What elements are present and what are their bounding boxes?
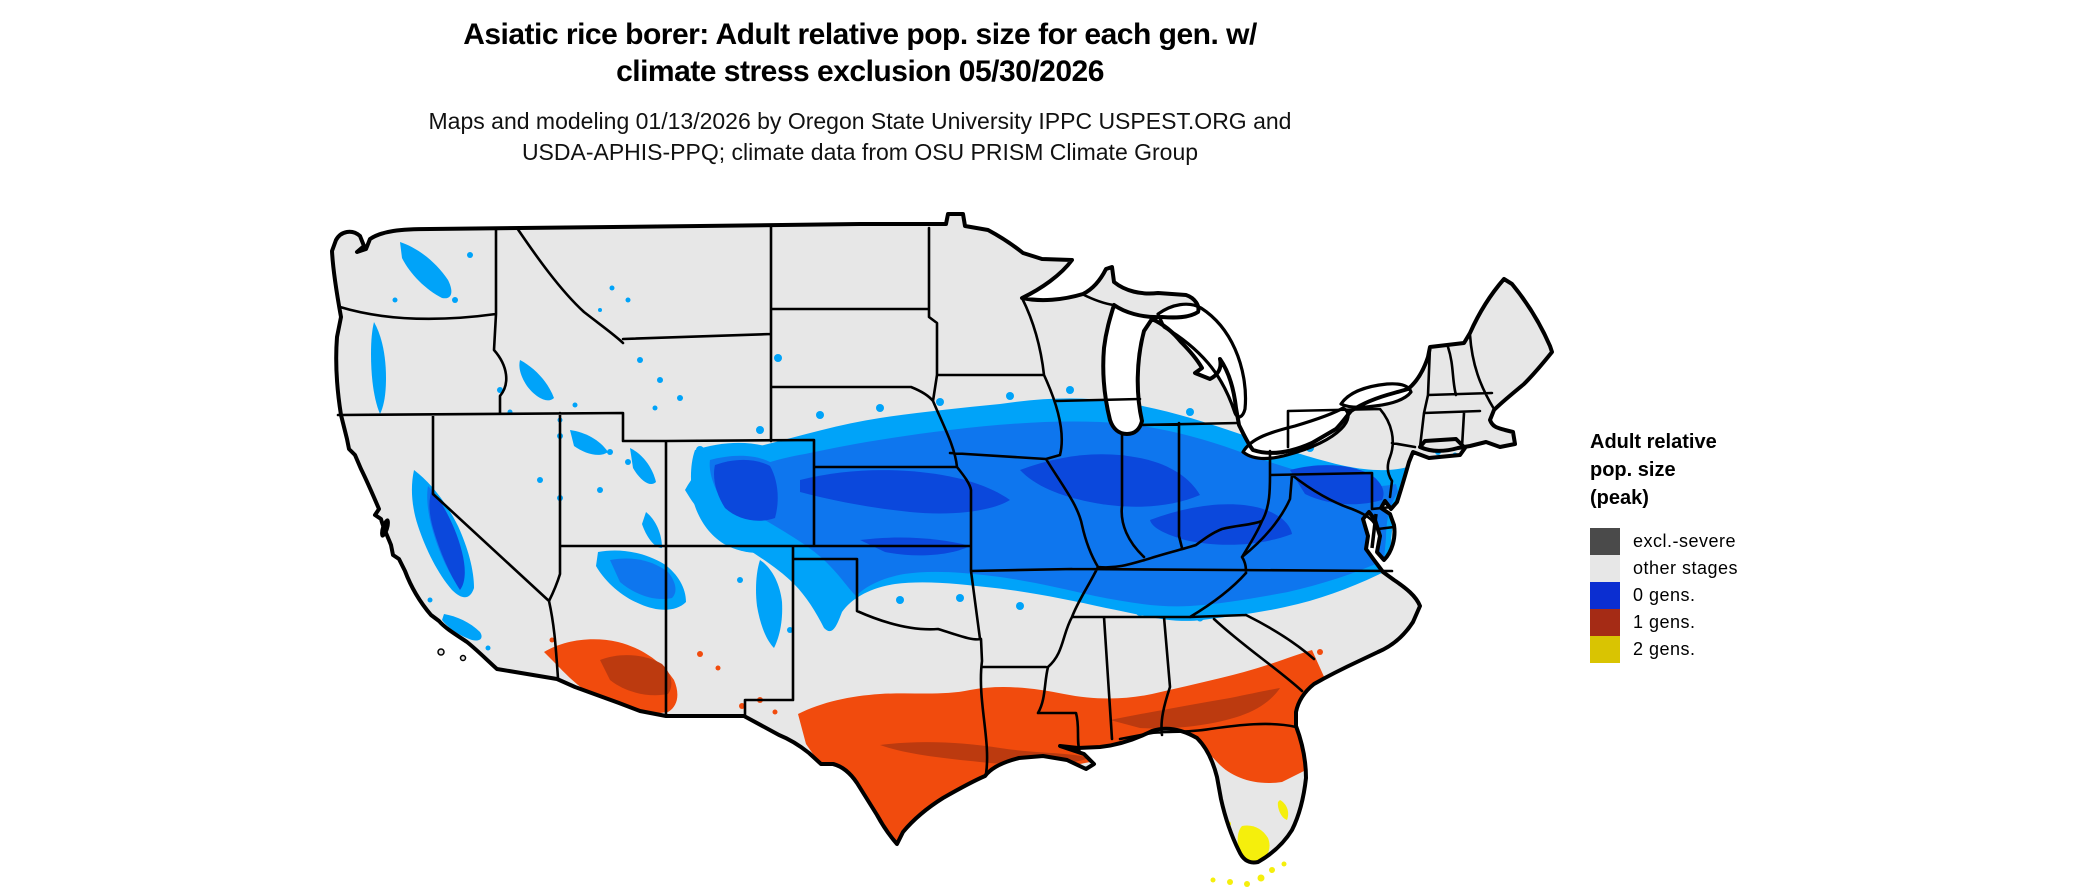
- legend-label-2-gens: 2 gens.: [1633, 639, 1696, 659]
- map-title-line1: Asiatic rice borer: Adult relative pop. …: [463, 18, 1257, 51]
- legend-label-1-gens: 1 gens.: [1633, 612, 1696, 632]
- legend-item-0-gens: 0 gens.: [1590, 582, 1890, 609]
- map-subtitle-line1: Maps and modeling 01/13/2026 by Oregon S…: [428, 108, 1292, 134]
- legend: Adult relative pop. size (peak) excl.-se…: [1590, 428, 1890, 663]
- lake-ontario: [1339, 382, 1413, 409]
- legend-title-line1: Adult relative: [1590, 431, 1717, 453]
- legend-label-other-stages: other stages: [1633, 558, 1739, 578]
- lake-huron: [1156, 302, 1248, 419]
- coastal-details: [380, 513, 1378, 662]
- legend-swatch-0-gens: [1590, 582, 1620, 609]
- legend-label-0-gens: 0 gens.: [1633, 585, 1696, 605]
- legend-swatch-2-gens: [1590, 636, 1620, 663]
- legend-item-2-gens: 2 gens.: [1590, 636, 1890, 663]
- legend-title-line2: pop. size: [1590, 459, 1676, 481]
- legend-item-excl-severe: excl.-severe: [1590, 528, 1890, 555]
- map-title-line2: climate stress exclusion 05/30/2026: [616, 55, 1104, 88]
- map-subtitle-line2: USDA-APHIS-PPQ; climate data from OSU PR…: [521, 139, 1199, 165]
- chesapeake-bay: [1370, 513, 1378, 549]
- san-francisco-bay: [380, 518, 390, 538]
- map-title: Asiatic rice borer: Adult relative pop. …: [0, 16, 1720, 90]
- legend-title: Adult relative pop. size (peak): [1590, 428, 1890, 512]
- state-borders: [336, 224, 1496, 776]
- legend-swatch-1-gens: [1590, 609, 1620, 636]
- legend-swatch-excl-severe: [1590, 528, 1620, 555]
- legend-item-1-gens: 1 gens.: [1590, 609, 1890, 636]
- florida-keys: [1210, 861, 1287, 887]
- map-subtitle: Maps and modeling 01/13/2026 by Oregon S…: [0, 106, 1720, 168]
- us-outline: [330, 212, 1554, 865]
- channel-island: [459, 654, 467, 662]
- legend-title-line3: (peak): [1590, 487, 1649, 509]
- legend-label-excl-severe: excl.-severe: [1633, 531, 1737, 551]
- legend-swatch-other-stages: [1590, 555, 1620, 582]
- legend-item-other-stages: other stages: [1590, 555, 1890, 582]
- legend-items: excl.-severe other stages 0 gens. 1 gens…: [1590, 528, 1890, 663]
- channel-island: [437, 648, 445, 656]
